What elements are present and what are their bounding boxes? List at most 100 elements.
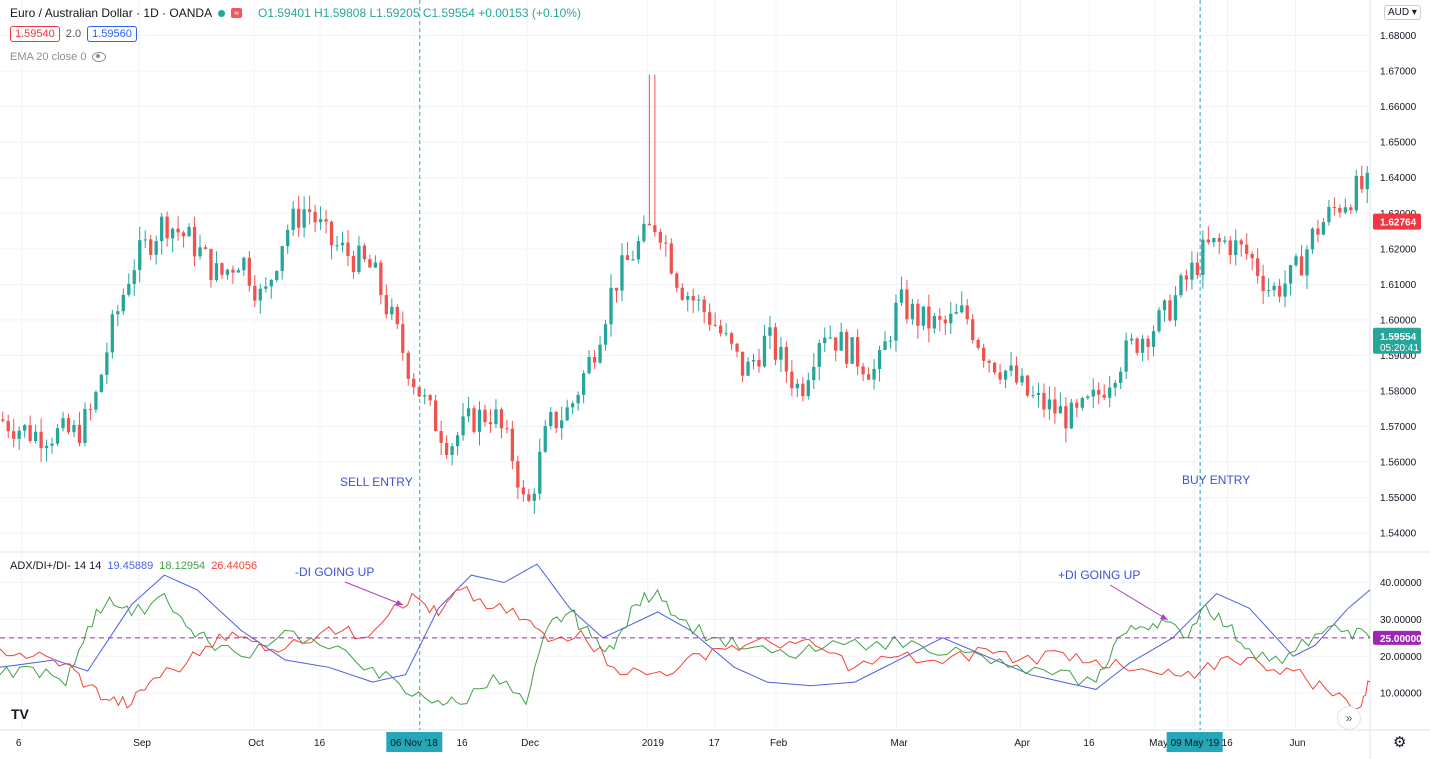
time-axis-label: 17: [709, 738, 721, 749]
candle-body: [499, 409, 504, 429]
candle-body: [899, 289, 904, 303]
candle-body: [434, 400, 438, 431]
candle-body: [1075, 402, 1079, 408]
minus-di-arrowhead: [395, 600, 403, 605]
currency-selector[interactable]: AUD ▾: [1384, 5, 1421, 20]
candle-body: [932, 316, 936, 329]
sell-price-button[interactable]: 1.59540: [10, 26, 60, 42]
candle-body: [44, 445, 49, 449]
time-axis-label: 6: [16, 738, 22, 749]
price-axis-label: 1.54000: [1380, 529, 1417, 540]
candle-body: [1042, 392, 1046, 410]
candle-body: [768, 327, 772, 336]
candle-body: [231, 269, 235, 273]
candle-body: [1201, 239, 1205, 276]
candle-body: [971, 319, 975, 341]
candle-body: [834, 337, 838, 351]
price-axis-label: 1.62000: [1380, 244, 1417, 255]
candle-body: [861, 366, 865, 375]
price-axis-label: 1.58000: [1380, 387, 1417, 398]
candle-body: [192, 226, 197, 257]
last-price-label: 1.59554: [1380, 332, 1417, 343]
indicator-axis-label: 30.00000: [1380, 615, 1422, 626]
candle-body: [938, 316, 942, 320]
candle-body: [187, 226, 191, 237]
candle-body: [1168, 300, 1172, 321]
eye-hidden-icon[interactable]: [92, 52, 107, 62]
time-highlight-bg: [1166, 732, 1223, 752]
candle-body: [1343, 207, 1347, 213]
buy-price-button[interactable]: 1.59560: [87, 26, 137, 42]
candle-body: [1113, 382, 1117, 388]
symbol-title[interactable]: Euro / Australian Dollar · 1D · OANDA: [10, 6, 213, 20]
candle-body: [461, 416, 465, 436]
time-axis-label: 16: [457, 738, 469, 749]
candle-body: [987, 360, 991, 363]
candle-body: [527, 494, 531, 501]
candle-body: [658, 232, 662, 243]
candle-body: [1310, 228, 1315, 250]
candle-body: [466, 408, 471, 417]
time-axis-label: 16: [1222, 738, 1234, 749]
candle-body: [1316, 228, 1320, 235]
candle-body: [757, 360, 761, 367]
candle-body: [1124, 340, 1128, 372]
candle-body: [883, 341, 887, 350]
candle-body: [291, 208, 295, 230]
plus-di-arrow: [1109, 584, 1169, 621]
candle-body: [960, 305, 964, 313]
candle-body: [483, 409, 487, 423]
candle-body: [121, 294, 125, 312]
candle-body: [368, 259, 372, 268]
candle-body: [927, 306, 931, 329]
candle-body: [55, 428, 60, 444]
candle-body: [450, 446, 454, 455]
candle-body: [1190, 262, 1194, 280]
time-axis-label: Dec: [521, 738, 539, 749]
candle-body: [1135, 338, 1139, 353]
candle-body: [1360, 175, 1364, 190]
candle-body: [1157, 310, 1161, 332]
ema-label[interactable]: EMA 20 close 0: [10, 51, 87, 63]
candle-body: [664, 242, 668, 244]
candle-body: [554, 411, 558, 429]
candle-body: [1119, 371, 1123, 383]
candle-body: [154, 241, 158, 255]
price-axis-label: 1.64000: [1380, 173, 1417, 184]
candle-body: [280, 246, 284, 272]
candle-body: [329, 221, 334, 246]
candle-body: [302, 209, 306, 228]
ema-legend: EMA 20 close 0: [10, 51, 107, 63]
last-price-label-bg: [1373, 327, 1421, 354]
adx-value: 19.45889: [107, 560, 154, 572]
indicator-name[interactable]: ADX/DI+/DI- 14 14: [10, 560, 102, 572]
price-axis-label: 1.68000: [1380, 31, 1417, 42]
buy-entry-label: BUY ENTRY: [1182, 473, 1250, 487]
scroll-to-realtime-button[interactable]: »: [1337, 706, 1361, 730]
sell-entry-label: SELL ENTRY: [340, 475, 413, 489]
candle-body: [83, 408, 87, 443]
candle-body: [998, 372, 1002, 380]
candle-body: [307, 209, 312, 212]
candle-body: [220, 263, 224, 275]
candle-body: [713, 324, 717, 326]
candle-body: [565, 407, 569, 421]
candle-body: [1294, 256, 1298, 266]
candle-body: [850, 337, 854, 364]
candle-body: [61, 418, 65, 429]
gear-icon[interactable]: ⚙: [1393, 734, 1407, 751]
candle-body: [680, 287, 684, 300]
candle-body: [910, 303, 915, 320]
candle-body: [1349, 207, 1353, 211]
candle-body: [417, 387, 421, 397]
candle-body: [198, 247, 202, 257]
candle-body: [1228, 240, 1232, 256]
candle-body: [1277, 285, 1282, 297]
minus-di-annotation: -DI GOING UP: [295, 565, 374, 579]
candle-body: [614, 287, 619, 291]
candle-body: [779, 346, 783, 360]
candle-body: [1250, 254, 1254, 259]
candle-body: [488, 422, 493, 425]
candle-body: [976, 340, 980, 348]
